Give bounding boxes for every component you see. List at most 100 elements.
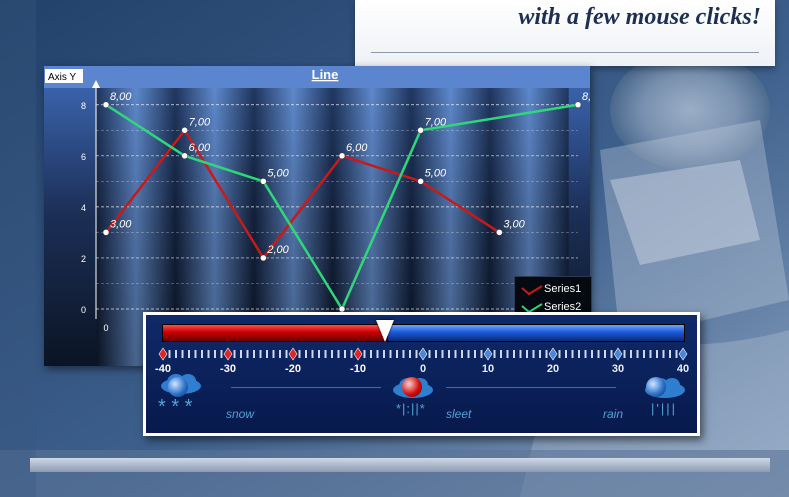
snow-knob-icon[interactable] — [168, 377, 188, 397]
series1-point — [338, 152, 346, 160]
y-tick-label: 8 — [81, 101, 86, 111]
banner-text: with a few mouse clicks! — [518, 4, 761, 30]
minor-tick — [565, 350, 567, 358]
slider-tick-label: -20 — [285, 363, 301, 375]
series1-data-label: 3,00 — [110, 218, 132, 230]
major-tick-diamond — [288, 347, 298, 361]
y-tick-label: 0 — [81, 305, 86, 315]
minor-tick — [376, 350, 379, 358]
minor-tick — [207, 350, 210, 358]
series2-data-label: 6,00 — [189, 142, 211, 154]
minor-tick — [669, 350, 671, 358]
minor-tick — [233, 350, 236, 358]
minor-tick — [370, 350, 372, 358]
series2-data-label: 8,00 — [110, 91, 132, 103]
chart-title: Line — [312, 67, 339, 82]
minor-tick — [435, 350, 437, 358]
minor-tick — [389, 350, 392, 358]
major-tick-diamond — [678, 347, 688, 361]
slider-tick-label: 10 — [481, 363, 495, 375]
minor-tick — [363, 350, 366, 358]
minor-tick — [344, 350, 346, 358]
series2-data-label: 8,00 — [582, 91, 590, 103]
minor-tick — [571, 350, 574, 358]
series1-data-label: 5,00 — [425, 167, 447, 179]
series1-point — [417, 178, 424, 185]
snowflake-icon: * * * — [158, 396, 193, 418]
major-tick-diamond — [418, 347, 428, 361]
legend-label-series2: Series2 — [544, 301, 582, 313]
sleet-knob-icon[interactable] — [402, 377, 422, 397]
minor-tick — [513, 350, 515, 358]
minor-tick — [383, 350, 385, 358]
series2-data-label: 7,00 — [425, 116, 447, 128]
footer-bar — [30, 458, 770, 472]
minor-tick — [526, 350, 528, 358]
series2-line — [105, 103, 579, 312]
series1-point — [496, 229, 503, 236]
minor-tick — [201, 350, 203, 358]
minor-tick — [649, 350, 652, 358]
slider-scale — [158, 347, 688, 361]
series1-point — [181, 127, 188, 134]
major-tick-diamond — [223, 347, 233, 361]
minor-tick — [415, 350, 418, 358]
minor-tick — [253, 350, 255, 358]
minor-tick — [285, 350, 288, 358]
minor-tick — [318, 350, 320, 358]
y-tick-label: 2 — [81, 254, 86, 264]
minor-tick — [402, 350, 405, 358]
series2-data-label: 5,00 — [267, 167, 289, 179]
minor-tick — [597, 350, 600, 358]
minor-tick — [194, 350, 197, 358]
minor-tick — [656, 350, 658, 358]
minor-tick — [578, 350, 580, 358]
minor-tick — [643, 350, 645, 358]
minor-tick — [311, 350, 314, 358]
minor-tick — [246, 350, 249, 358]
series1-data-label: 2,00 — [266, 244, 289, 256]
minor-tick — [266, 350, 268, 358]
minor-tick — [675, 350, 678, 358]
slider-tick-label: -10 — [350, 363, 366, 375]
minor-tick — [539, 350, 541, 358]
minor-tick — [519, 350, 522, 358]
minor-tick — [662, 350, 665, 358]
minor-tick — [441, 350, 444, 358]
minor-tick — [480, 350, 483, 358]
minor-tick — [461, 350, 463, 358]
major-tick-diamond — [353, 347, 363, 361]
snow-label: snow — [226, 407, 255, 421]
minor-tick — [591, 350, 593, 358]
minor-tick — [298, 350, 301, 358]
minor-tick — [532, 350, 535, 358]
series2-point — [260, 178, 267, 185]
slider-tick-label: -40 — [155, 363, 171, 375]
rain-knob-icon[interactable] — [646, 377, 666, 397]
minor-tick — [558, 350, 561, 358]
sleet-label: sleet — [446, 407, 472, 421]
minor-tick — [305, 350, 307, 358]
slider-thumb[interactable] — [376, 320, 394, 342]
minor-tick — [474, 350, 476, 358]
legend-label-series1: Series1 — [544, 283, 582, 295]
slider-tick-label: 0 — [419, 363, 427, 375]
major-tick-diamond — [483, 347, 493, 361]
y-axis-arrow — [92, 80, 100, 88]
minor-tick — [181, 350, 184, 358]
minor-tick — [350, 350, 353, 358]
minor-tick — [168, 350, 171, 358]
series1-data-label: 3,00 — [503, 218, 525, 230]
major-tick-diamond — [158, 347, 168, 361]
minor-tick — [337, 350, 340, 358]
sleet-range-line — [446, 387, 616, 388]
minor-tick — [324, 350, 327, 358]
chart-header-band — [44, 66, 590, 88]
minor-tick — [610, 350, 613, 358]
minor-tick — [188, 350, 190, 358]
minor-tick — [428, 350, 431, 358]
minor-tick — [506, 350, 509, 358]
minor-tick — [604, 350, 606, 358]
minor-tick — [259, 350, 262, 358]
minor-tick — [240, 350, 242, 358]
